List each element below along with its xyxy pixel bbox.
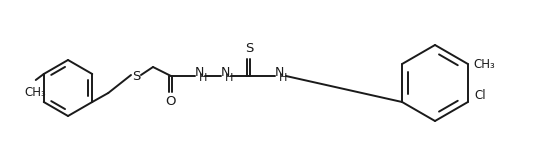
Text: N: N: [274, 65, 284, 79]
Text: S: S: [245, 42, 253, 55]
Text: S: S: [132, 69, 140, 83]
Text: Cl: Cl: [474, 89, 485, 101]
Text: CH₃: CH₃: [24, 86, 45, 99]
Text: CH₃: CH₃: [473, 59, 494, 71]
Text: H: H: [225, 73, 233, 83]
Text: H: H: [199, 73, 207, 83]
Text: N: N: [194, 65, 203, 79]
Text: O: O: [166, 95, 176, 108]
Text: H: H: [279, 73, 287, 83]
Text: N: N: [221, 65, 230, 79]
